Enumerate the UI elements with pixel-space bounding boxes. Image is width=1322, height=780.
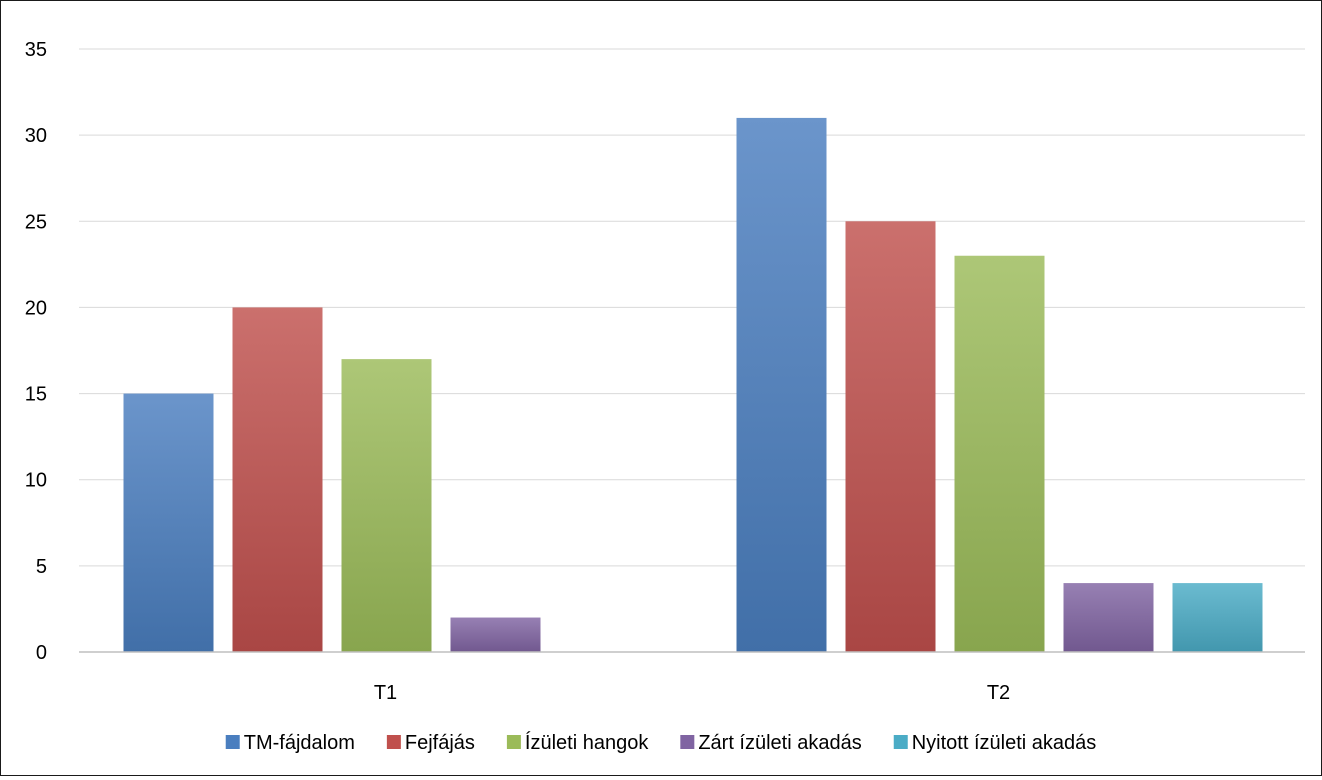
y-tick-label: 20 bbox=[25, 297, 47, 319]
y-tick-label: 5 bbox=[36, 556, 47, 578]
y-tick-label: 15 bbox=[25, 384, 47, 406]
legend-item: Nyitott ízületi akadás bbox=[893, 732, 1097, 754]
bar-t2-series-4 bbox=[1063, 583, 1154, 652]
bar-t2-series-2 bbox=[845, 221, 936, 653]
bar-t1-series-3 bbox=[341, 359, 432, 652]
legend: TM-fájdalom Fejfájás Ízületi hangok Zárt íz… bbox=[225, 731, 1097, 754]
x-tick-label: T2 bbox=[987, 682, 1010, 704]
y-axis-tick-labels: 0 5 10 15 20 25 30 35 bbox=[25, 39, 47, 664]
legend-swatch bbox=[680, 735, 695, 749]
legend-item: Zárt ízületi akadás bbox=[680, 732, 862, 754]
bar-t2-series-1 bbox=[736, 117, 827, 652]
legend-item: Ízületi hangok bbox=[506, 731, 649, 754]
y-tick-label: 30 bbox=[25, 125, 47, 147]
legend-label: Ízületi hangok bbox=[525, 731, 649, 754]
bars bbox=[123, 117, 1263, 653]
legend-label: Zárt ízületi akadás bbox=[698, 732, 861, 754]
legend-label: Fejfájás bbox=[405, 732, 475, 754]
y-tick-label: 35 bbox=[25, 39, 47, 61]
legend-item: TM-fájdalom bbox=[225, 732, 355, 754]
legend-swatch bbox=[386, 735, 401, 749]
legend-label: Nyitott ízületi akadás bbox=[912, 732, 1097, 754]
legend-swatch bbox=[506, 735, 521, 749]
y-tick-label: 10 bbox=[25, 470, 47, 492]
x-axis: T1 T2 bbox=[79, 651, 1305, 704]
legend-label: TM-fájdalom bbox=[244, 732, 355, 754]
legend-swatch bbox=[225, 735, 240, 749]
bar-t2-series-3 bbox=[954, 255, 1045, 652]
y-tick-label: 0 bbox=[36, 642, 47, 664]
bar-t1-series-1 bbox=[123, 393, 214, 652]
legend-item: Fejfájás bbox=[386, 732, 475, 754]
legend-swatch bbox=[893, 735, 908, 749]
bar-t1-series-4 bbox=[450, 617, 541, 652]
y-tick-label: 25 bbox=[25, 211, 47, 233]
bar-t2-series-5 bbox=[1172, 583, 1263, 652]
bar-t1-series-2 bbox=[232, 307, 323, 652]
x-tick-label: T1 bbox=[374, 682, 397, 704]
